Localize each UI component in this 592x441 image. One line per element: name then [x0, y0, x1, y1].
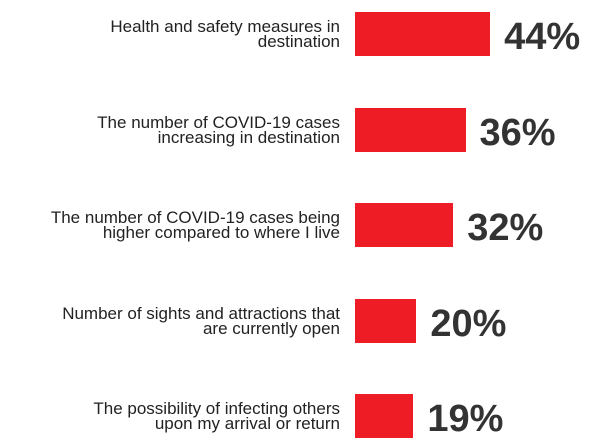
- category-label: The possibility of infecting others upon…: [93, 399, 340, 433]
- bar: [355, 12, 491, 56]
- category-label: The number of COVID-19 cases being highe…: [50, 208, 340, 242]
- category-label: The number of COVID-19 cases increasing …: [97, 112, 340, 147]
- value-label: 20%: [430, 302, 507, 345]
- bar: [355, 107, 466, 152]
- bar: [355, 394, 414, 438]
- value-label: 19%: [427, 398, 504, 440]
- category-label: Number of sights and attractions that ar…: [62, 303, 340, 338]
- value-label: 32%: [467, 207, 544, 249]
- category-label: Health and safety measures in destinatio…: [110, 17, 340, 51]
- bar: [355, 203, 454, 247]
- value-label: 36%: [479, 111, 556, 154]
- bar: [355, 298, 417, 343]
- value-label: 44%: [504, 16, 581, 58]
